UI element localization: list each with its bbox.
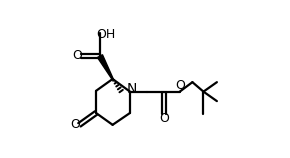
Polygon shape (97, 55, 113, 79)
Text: N: N (127, 82, 137, 96)
Text: O: O (159, 112, 169, 125)
Text: O: O (175, 79, 185, 92)
Text: OH: OH (97, 28, 116, 41)
Text: O: O (70, 118, 80, 131)
Text: O: O (72, 49, 82, 62)
